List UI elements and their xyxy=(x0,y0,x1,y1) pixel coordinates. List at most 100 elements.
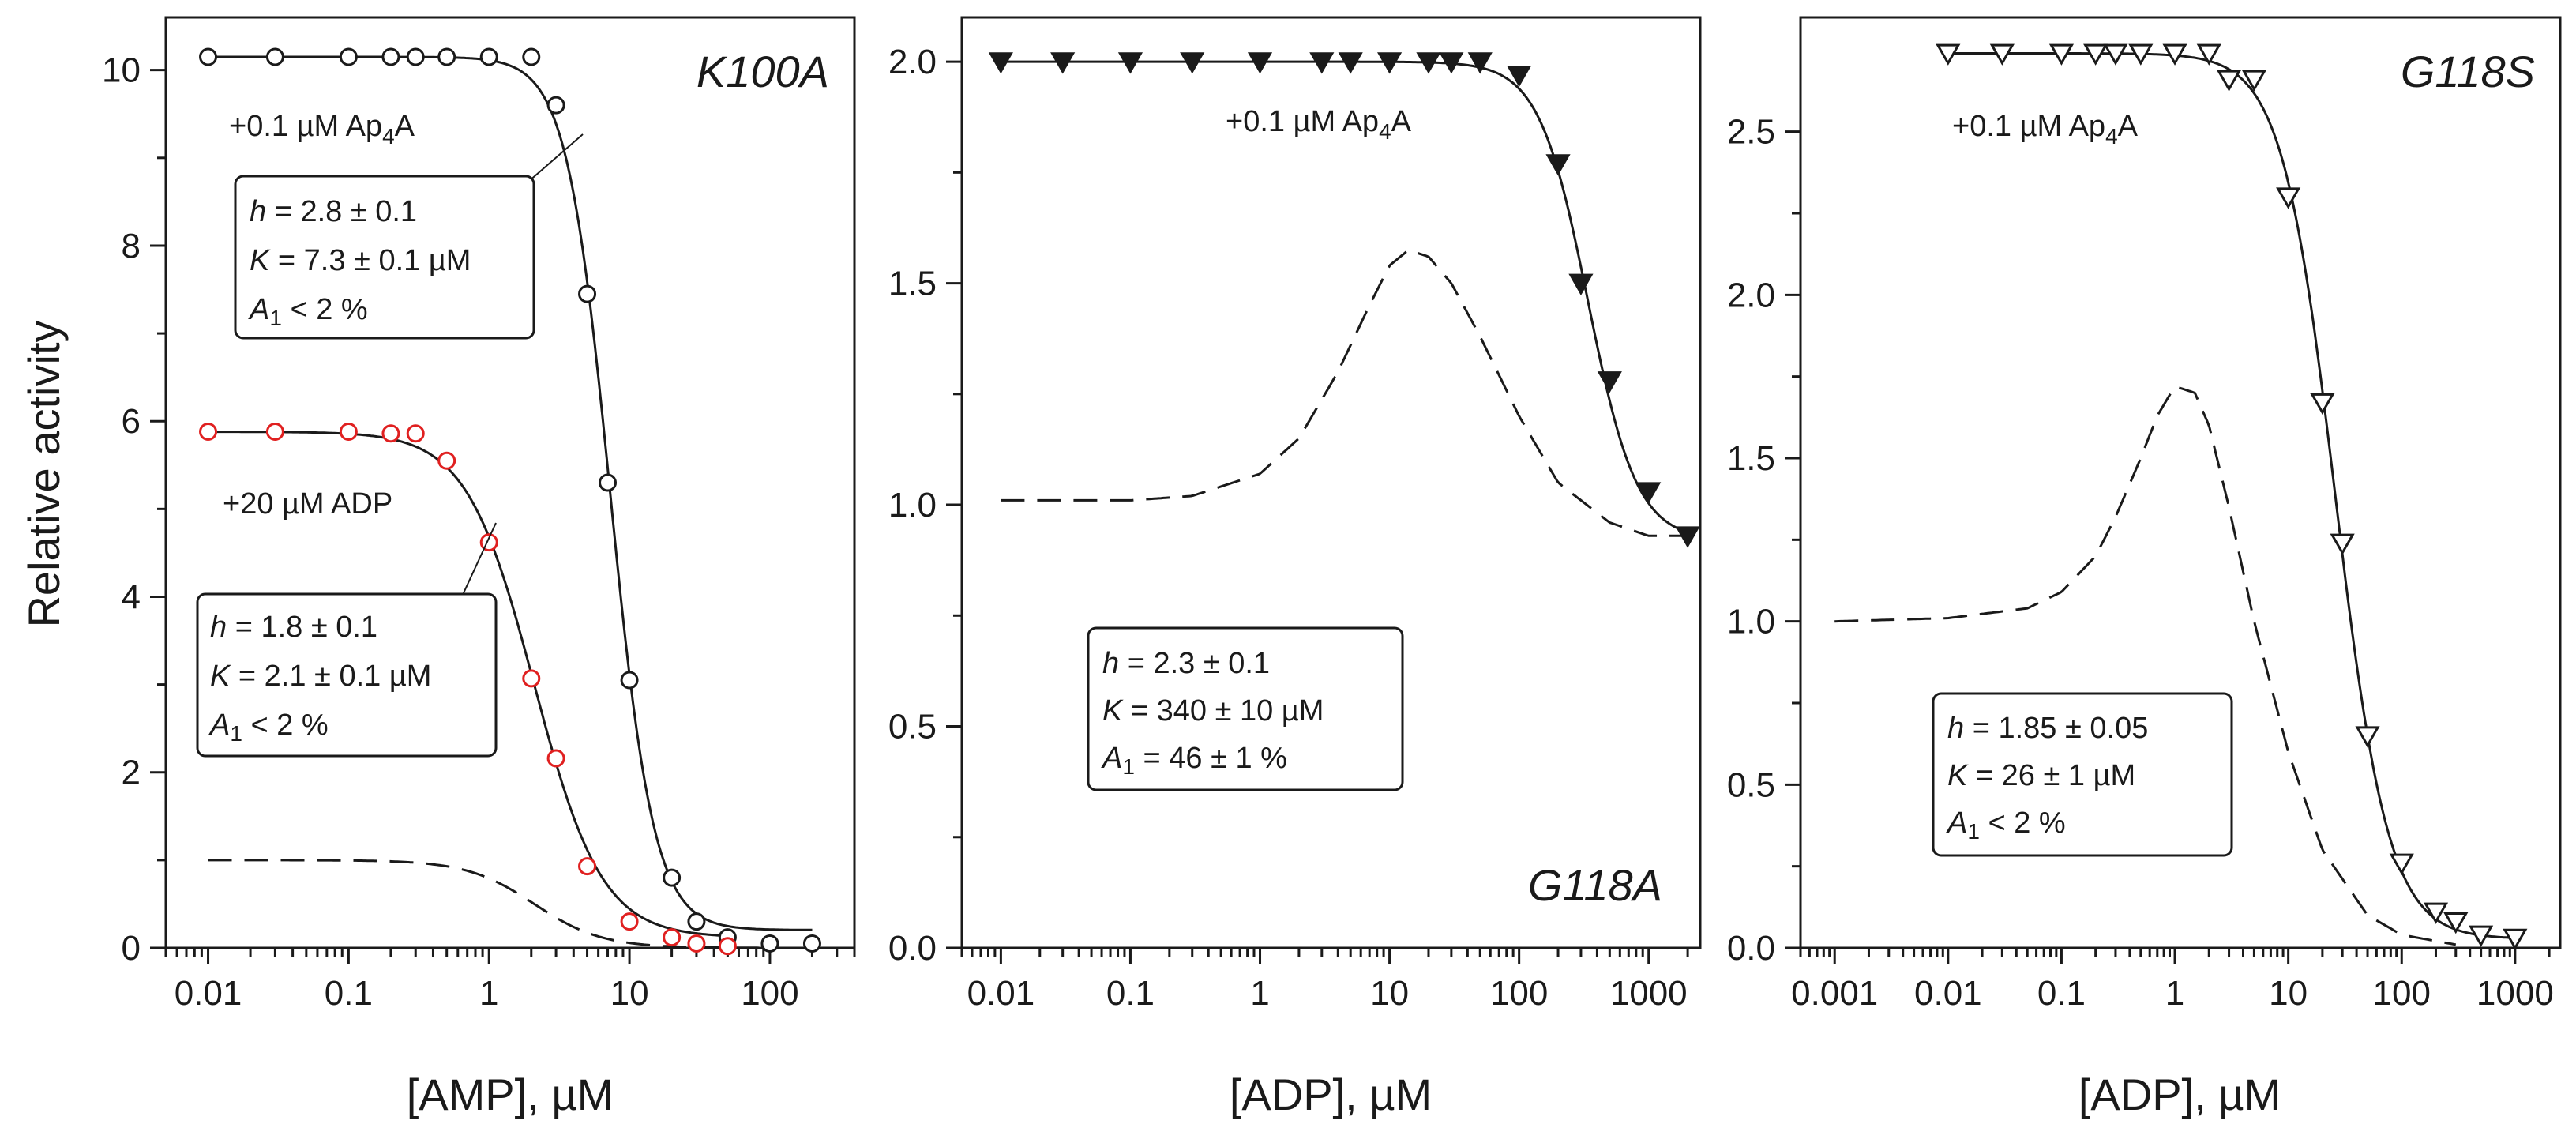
param-value: = 340 ± 10 µM xyxy=(1122,694,1324,728)
param-box xyxy=(1932,692,2233,857)
data-point xyxy=(2241,70,2267,92)
param-a1: A1 = 46 ± 1 % xyxy=(1101,742,1287,779)
param-a1: A1 < 2 % xyxy=(248,293,368,330)
data-point xyxy=(2330,533,2355,555)
param-value: < 2 % xyxy=(1980,806,2066,840)
y-tick-label: 2 xyxy=(122,754,141,792)
y-tick-label: 1.0 xyxy=(1727,603,1775,641)
param-symbol: A xyxy=(1946,806,1967,840)
data-point xyxy=(1050,52,1076,74)
data-point xyxy=(2103,43,2128,66)
param-value: = 26 ± 1 µM xyxy=(1967,759,2135,792)
x-tick-label: 1 xyxy=(479,974,498,1013)
param-h: h = 1.8 ± 0.1 xyxy=(210,611,377,644)
x-tick-label: 0.01 xyxy=(967,974,1035,1013)
y-tick-label: 0.5 xyxy=(1727,765,1775,804)
data-point xyxy=(265,423,284,442)
data-point xyxy=(620,671,639,690)
annotation-ap4a: +0.1 µM Ap4A xyxy=(1952,110,2139,149)
x-tick-label: 0.1 xyxy=(1106,974,1155,1013)
fit-curve xyxy=(208,55,813,931)
x-tick-label: 0.01 xyxy=(1914,974,1982,1013)
param-symbol: A xyxy=(208,709,230,742)
param-value: < 2 % xyxy=(242,709,329,742)
data-point xyxy=(1989,43,2015,66)
data-point xyxy=(2048,43,2075,66)
data-point xyxy=(406,424,425,443)
curve-layer xyxy=(208,55,813,949)
x-tick-label: 0.1 xyxy=(325,974,373,1013)
y-tick-label: 10 xyxy=(102,51,141,90)
data-point xyxy=(687,934,706,953)
data-point xyxy=(522,669,541,688)
param-symbol: K xyxy=(1102,694,1124,728)
x-tick-label: 1 xyxy=(1250,974,1269,1013)
param-h: h = 1.85 ± 0.05 xyxy=(1947,712,2148,745)
x-tick-label: 0.01 xyxy=(175,974,242,1013)
param-symbol: K xyxy=(1947,759,1969,792)
x-tick-label: 100 xyxy=(2373,974,2431,1013)
data-point xyxy=(2355,726,2380,748)
data-point xyxy=(2423,902,2449,924)
annotation-ap4a: +0.1 µM Ap4A xyxy=(229,110,415,149)
data-point xyxy=(265,47,284,66)
param-k: K = 2.1 ± 0.1 µM xyxy=(210,660,431,693)
data-point xyxy=(339,47,358,66)
data-point xyxy=(2196,43,2221,66)
panel-g118a: 0.01 0.1 1 10 100 1000 0.0 0.5 1.0 1.5 2.0 G118A +… xyxy=(888,16,1702,1119)
param-value: = 46 ± 1 % xyxy=(1135,742,1287,775)
data-point xyxy=(2389,853,2414,875)
y-tick-label: 2.5 xyxy=(1727,113,1775,152)
y-tick-label: 1.0 xyxy=(888,486,937,525)
data-point xyxy=(1568,273,1594,295)
tick-layer: 0.001 0.01 0.1 1 10 100 1000 0.0 0.5 1.0 1.5 2.0 2.5 xyxy=(1727,113,2554,1013)
param-symbol: h xyxy=(1102,647,1119,680)
param-subscript: 1 xyxy=(269,306,282,330)
param-symbol: h xyxy=(250,195,266,228)
x-tick-label: 1000 xyxy=(2476,974,2554,1013)
data-point xyxy=(437,47,456,66)
param-value: = 2.8 ± 0.1 xyxy=(266,195,417,228)
data-point xyxy=(1338,52,1363,74)
y-tick-label: 4 xyxy=(122,577,141,616)
data-point xyxy=(663,928,682,947)
annotation-after: A xyxy=(1391,105,1412,138)
marker-layer xyxy=(988,52,1700,548)
x-tick-label: 1000 xyxy=(1610,974,1688,1013)
x-tick-label: 0.1 xyxy=(2037,974,2086,1013)
data-point xyxy=(522,47,541,66)
panel-label: K100A xyxy=(697,47,829,96)
param-box xyxy=(1087,626,1404,791)
data-point xyxy=(546,96,565,115)
data-point xyxy=(199,423,218,442)
data-point xyxy=(988,52,1013,74)
x-tick-label: 10 xyxy=(2269,974,2308,1013)
tick-layer: 0.01 0.1 1 10 100 0 2 4 6 8 10 xyxy=(102,51,856,1013)
annotation-after: A xyxy=(395,110,415,143)
y-tick-label: 0.0 xyxy=(888,929,937,968)
data-point xyxy=(578,284,597,303)
data-point xyxy=(2469,925,2494,947)
y-tick-label: 2.0 xyxy=(888,43,937,81)
data-point xyxy=(406,47,425,66)
param-subscript: 1 xyxy=(1967,819,1980,844)
y-tick-label: 6 xyxy=(122,402,141,441)
y-axis-title: Relative activity xyxy=(19,320,69,627)
param-value: < 2 % xyxy=(282,293,368,326)
param-value: = 2.1 ± 0.1 µM xyxy=(230,660,431,693)
x-tick-label: 100 xyxy=(741,974,798,1013)
y-tick-label: 0.5 xyxy=(888,708,937,746)
plot-frame xyxy=(164,16,856,949)
plot-frame xyxy=(960,16,1702,949)
param-a1: A1 < 2 % xyxy=(208,709,329,746)
data-point xyxy=(1467,52,1493,74)
param-value: = 7.3 ± 0.1 µM xyxy=(269,244,471,277)
data-point xyxy=(2276,187,2301,209)
data-point xyxy=(546,749,565,768)
x-axis-title: [ADP], µM xyxy=(1230,1070,1432,1119)
data-point xyxy=(1180,52,1205,74)
y-tick-label: 0 xyxy=(122,929,141,968)
data-point xyxy=(718,937,737,956)
